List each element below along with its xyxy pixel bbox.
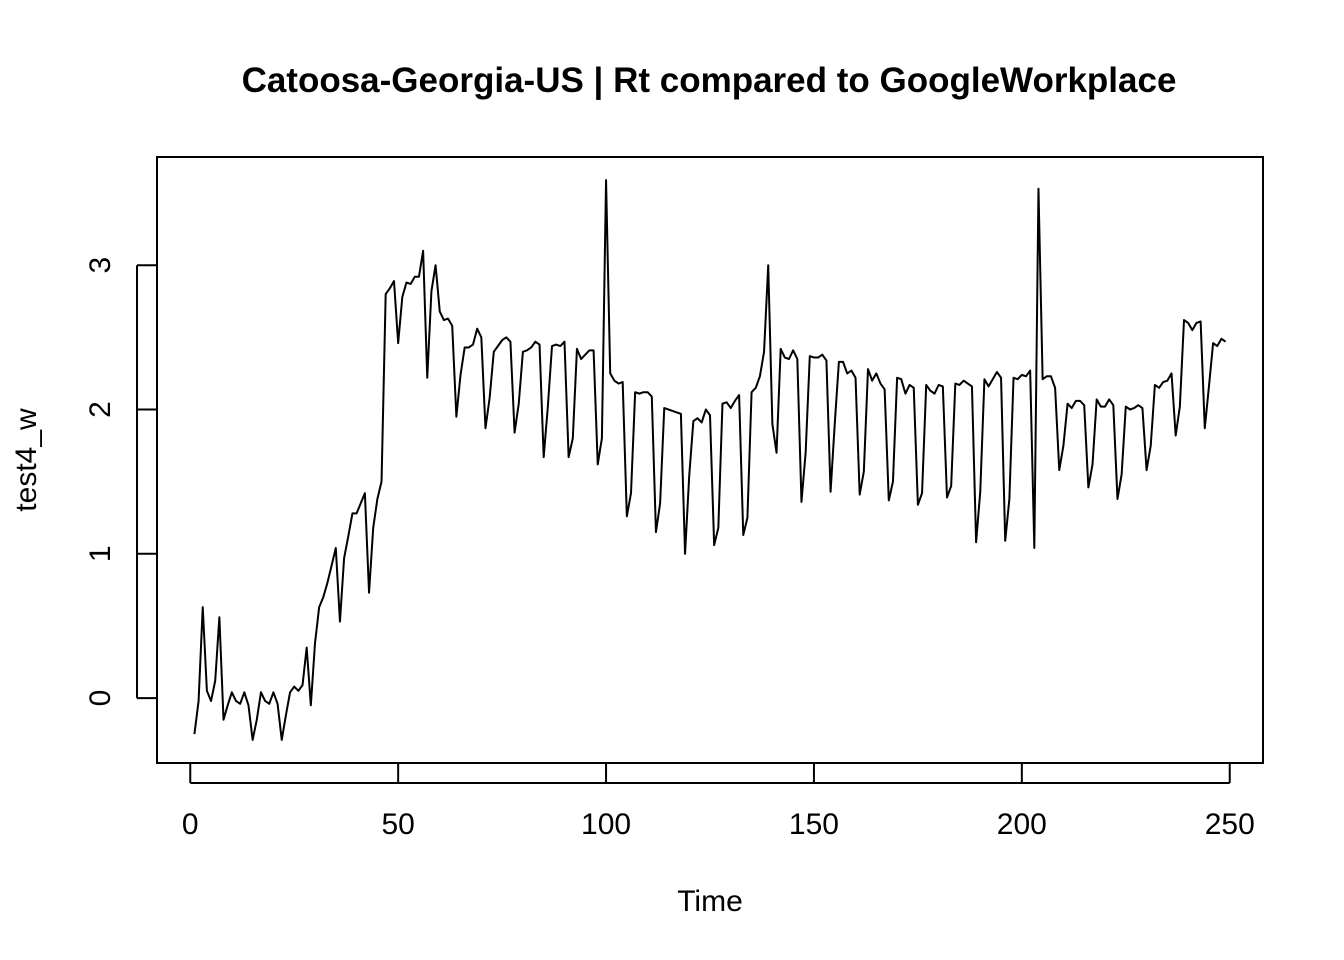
plot-frame <box>156 156 1264 764</box>
y-axis: 0 1 2 3 <box>84 257 157 707</box>
x-tick-label: 200 <box>997 808 1047 841</box>
x-tick-label: 100 <box>581 808 631 841</box>
series-layer <box>193 179 1227 741</box>
x-tick-label: 50 <box>381 808 414 841</box>
x-axis: 0 50 100 150 200 250 <box>182 763 1255 841</box>
chart-title: Catoosa-Georgia-US | Rt compared to Goog… <box>242 61 1177 100</box>
y-tick-label: 1 <box>84 545 117 562</box>
series-line <box>193 179 1227 741</box>
y-tick-label: 2 <box>84 401 117 418</box>
y-tick-label: 3 <box>84 257 117 274</box>
x-axis-label: Time <box>677 885 743 918</box>
x-tick-label: 250 <box>1205 808 1255 841</box>
x-tick-label: 0 <box>182 808 199 841</box>
y-axis-label: test4_w <box>10 408 43 512</box>
y-tick-label: 0 <box>84 690 117 707</box>
x-tick-label: 150 <box>789 808 839 841</box>
